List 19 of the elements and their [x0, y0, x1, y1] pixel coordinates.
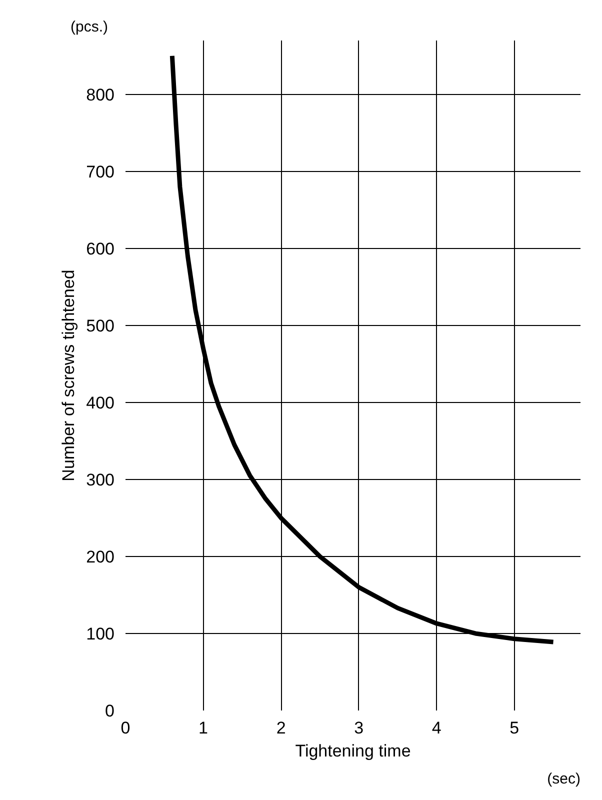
x-tick-label: 0 — [120, 718, 130, 738]
text: (sec) — [547, 770, 581, 788]
y-axis-title: Number of screws tightened — [59, 270, 78, 482]
y-tick-label: 700 — [86, 162, 115, 182]
x-tick-label: 3 — [354, 718, 364, 738]
y-tick-label: 400 — [86, 393, 115, 412]
y-tick-label: 300 — [86, 470, 115, 490]
y-tick-label: 800 — [86, 85, 115, 104]
x-tick-label: 4 — [432, 718, 442, 738]
y-tick-label: 600 — [86, 239, 115, 258]
y-tick-label: 500 — [86, 316, 115, 336]
y-tick-label: 200 — [86, 547, 115, 566]
text: (pcs.) — [70, 18, 108, 36]
x-axis-title: Tightening time — [295, 742, 411, 760]
x-tick-label: 1 — [198, 718, 208, 738]
x-tick-label: 2 — [276, 718, 286, 738]
y-tick-label: 0 — [105, 702, 115, 720]
y-tick-label: 100 — [86, 624, 115, 644]
x-tick-label: 5 — [510, 718, 520, 738]
